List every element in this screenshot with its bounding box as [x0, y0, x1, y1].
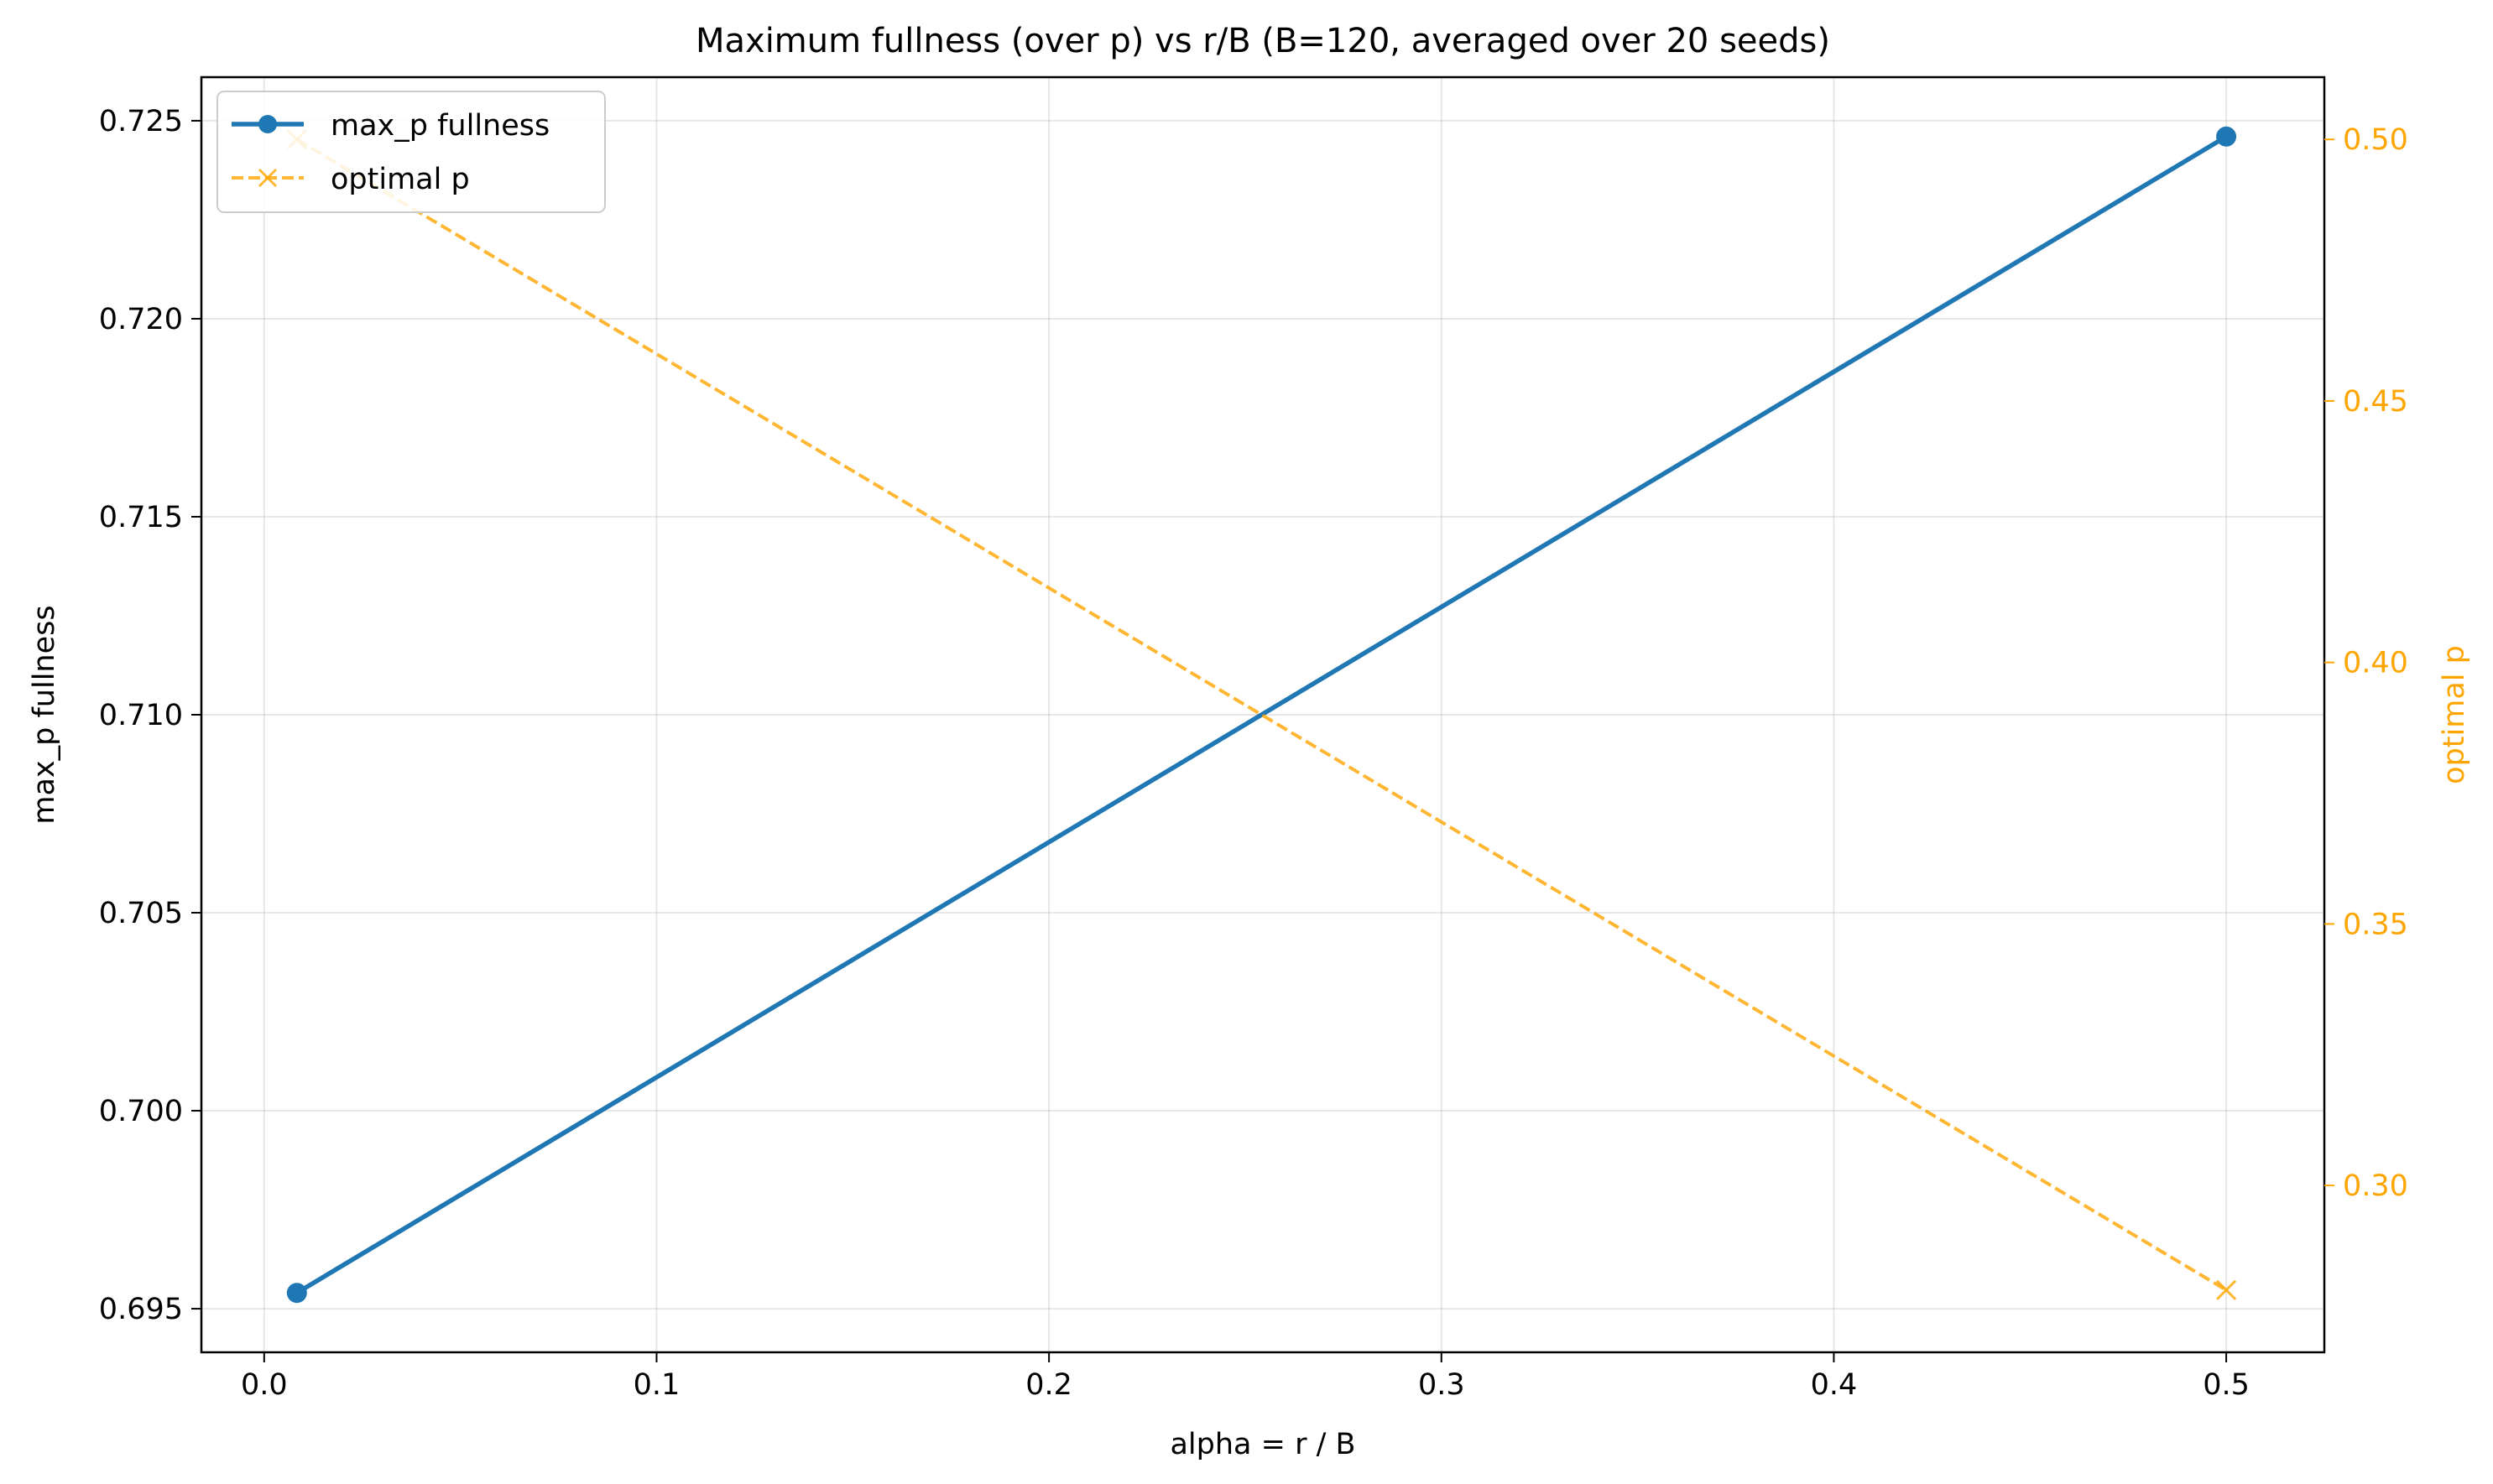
chart-title: Maximum fullness (over p) vs r/B (B=120,… [696, 22, 1830, 60]
y-axis-label: max_p fullness [28, 605, 61, 824]
series-line-optimal-p [295, 138, 2228, 1292]
x-tick-label: 0.3 [1418, 1368, 1465, 1402]
legend-label-optimal-p: optimal p [331, 163, 470, 196]
x-tick-label: 0.1 [634, 1368, 681, 1402]
y2-tick-label: 0.50 [2343, 123, 2408, 157]
data-point-max-p-fullness [286, 1283, 307, 1304]
data-point-optimal-p [2216, 1279, 2237, 1300]
y-tick-label: 0.705 [99, 897, 183, 930]
series-line-max-p-fullness [295, 134, 2228, 1295]
y-tick-label: 0.710 [99, 699, 183, 732]
x-tick-label: 0.4 [1811, 1368, 1858, 1402]
legend-marker-max-p-fullness [258, 115, 277, 133]
legend-label-max-p-fullness: max_p fullness [331, 109, 550, 143]
legend-marker-optimal-p [258, 168, 278, 188]
y2-tick-label: 0.30 [2343, 1169, 2408, 1203]
x-axis-label: alpha = r / B [1170, 1428, 1355, 1461]
legend-frame [216, 91, 606, 213]
y-tick-label: 0.725 [99, 105, 183, 138]
y2-tick-label: 0.45 [2343, 385, 2408, 419]
y-tick-label: 0.715 [99, 501, 183, 534]
axes: 0.0 0.1 0.2 0.3 0.4 0.5 0.695 0.700 0.705 0.710 0.… [99, 105, 2408, 1402]
data-point-max-p-fullness [2216, 126, 2237, 147]
grid [201, 77, 2324, 1352]
y-tick-label: 0.720 [99, 303, 183, 336]
y2-axis-label: optimal p [2438, 645, 2471, 784]
y2-tick-label: 0.40 [2343, 647, 2408, 680]
y-tick-label: 0.695 [99, 1293, 183, 1326]
legend: max_p fullness optimal p [216, 91, 606, 213]
y-tick-label: 0.700 [99, 1095, 183, 1128]
x-tick-label: 0.5 [2203, 1368, 2250, 1402]
x-tick-label: 0.0 [241, 1368, 288, 1402]
y2-tick-label: 0.35 [2343, 908, 2408, 941]
x-tick-label: 0.2 [1025, 1368, 1072, 1402]
